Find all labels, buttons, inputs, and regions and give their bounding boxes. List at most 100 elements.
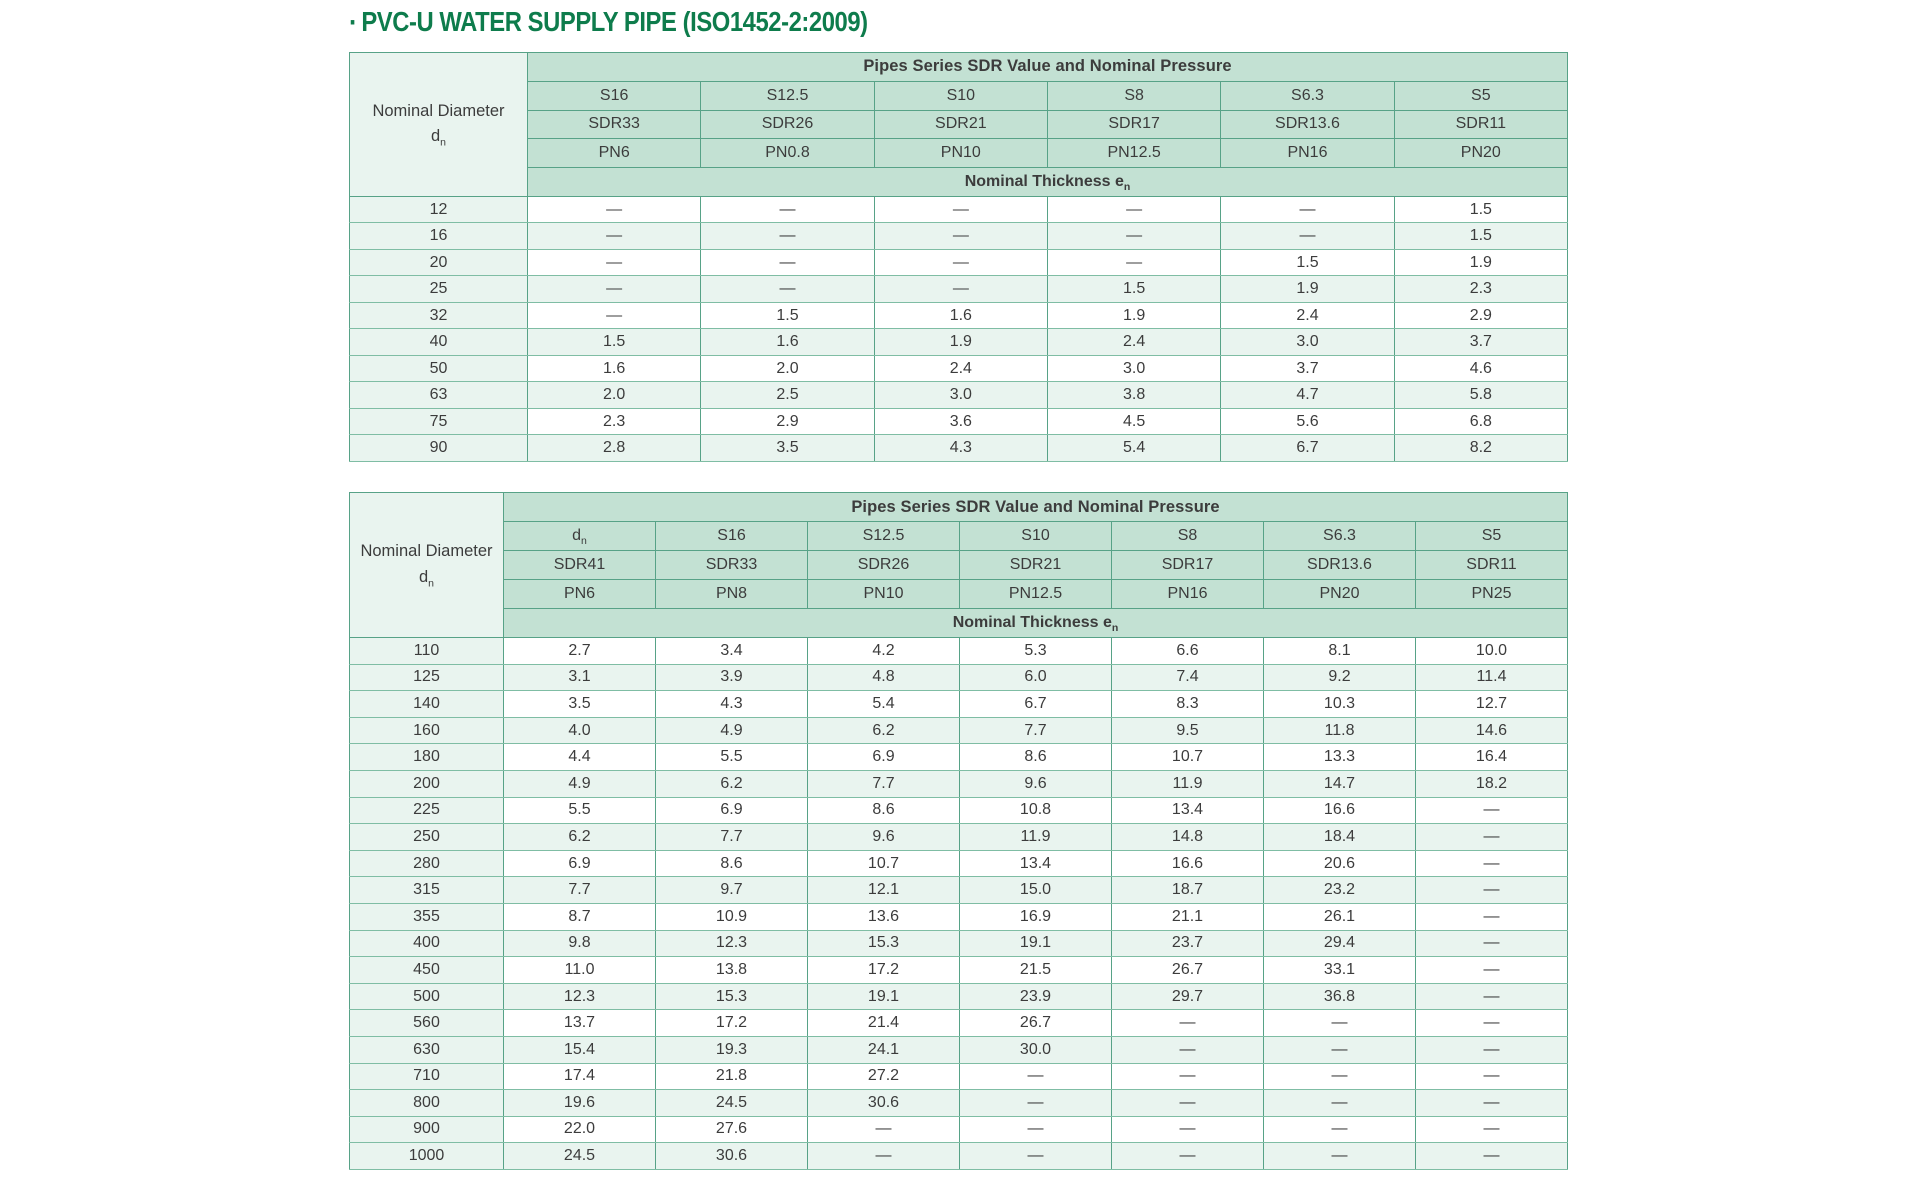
thickness-value-cell: 9.8 bbox=[503, 929, 656, 958]
thickness-value-cell: 3.6 bbox=[873, 407, 1048, 436]
thickness-value-cell: 2.4 bbox=[1046, 328, 1222, 356]
thickness-value-cell: 3.0 bbox=[873, 381, 1048, 409]
diameter-cell: 355 bbox=[349, 902, 504, 931]
thickness-value-cell: 8.6 bbox=[655, 849, 808, 878]
thickness-value-cell: 27.2 bbox=[807, 1062, 960, 1091]
thickness-value-cell: — bbox=[700, 195, 875, 224]
diameter-cell: 800 bbox=[349, 1089, 504, 1117]
thickness-value-cell: 15.4 bbox=[503, 1035, 656, 1064]
thickness-value-cell: 19.1 bbox=[959, 929, 1112, 958]
thickness-value-cell: 9.7 bbox=[655, 876, 808, 904]
thickness-value-cell: 15.0 bbox=[959, 876, 1112, 904]
thickness-value-cell: — bbox=[1415, 902, 1568, 931]
column-header-row: SDR33 SDR26 SDR21 SDR17 SDR13.6 SDR11 bbox=[350, 109, 1569, 140]
thickness-value-cell: 9.5 bbox=[1111, 716, 1264, 745]
thickness-value-cell: 2.7 bbox=[503, 637, 656, 665]
column-header-cell: SDR11 bbox=[1393, 109, 1569, 140]
diameter-cell: 160 bbox=[349, 716, 504, 745]
table-row: 630 15.4 19.3 24.1 30.0— — — bbox=[349, 1035, 1568, 1064]
thickness-value-cell: 11.8 bbox=[1263, 716, 1416, 745]
thickness-value-cell: 5.5 bbox=[503, 796, 656, 825]
thickness-value-cell: 2.9 bbox=[700, 407, 875, 436]
thickness-value-cell: 4.3 bbox=[873, 434, 1048, 462]
column-header-row: SDR41 SDR33 SDR26 SDR21 SDR17 SDR13.6 SDR11 bbox=[350, 550, 1568, 580]
thickness-value-cell: 7.7 bbox=[655, 823, 808, 851]
thickness-value-cell: 6.9 bbox=[655, 796, 808, 825]
thickness-value-cell: 4.0 bbox=[503, 716, 656, 745]
thickness-value-cell: — bbox=[1263, 1062, 1416, 1091]
column-header-row: PN6 PN8 PN10 PN12.5 PN16 PN20 PN25 bbox=[350, 579, 1568, 609]
table-row: 90 2.8 3.5 4.3 5.4 6.7 8.2 bbox=[349, 434, 1569, 462]
thickness-value-cell: 4.6 bbox=[1393, 354, 1569, 383]
thickness-value-cell: 6.6 bbox=[1111, 637, 1264, 665]
thickness-value-cell: — bbox=[1263, 1115, 1416, 1144]
column-header-cell: SDR33 bbox=[526, 109, 702, 140]
thickness-value-cell: 5.6 bbox=[1220, 407, 1395, 436]
column-header-cell: SDR11 bbox=[1415, 550, 1568, 580]
column-header-cell: PN12.5 bbox=[959, 579, 1112, 609]
diameter-cell: 140 bbox=[349, 690, 504, 718]
thickness-value-cell: 4.8 bbox=[807, 663, 960, 692]
table-row: 20— — — —1.5 1.9 bbox=[349, 248, 1569, 277]
thickness-value-cell: 30.0 bbox=[959, 1035, 1112, 1064]
table-row: 63 2.0 2.5 3.0 3.8 4.7 5.8 bbox=[349, 381, 1569, 409]
table-row: 800 19.6 24.5 30.6— — — — bbox=[349, 1089, 1568, 1117]
thickness-value-cell: 6.9 bbox=[503, 849, 656, 878]
diameter-cell: 16 bbox=[349, 222, 528, 250]
thickness-value-cell: — bbox=[959, 1062, 1112, 1091]
thickness-value-cell: — bbox=[1046, 222, 1222, 250]
thickness-value-cell: — bbox=[1415, 1115, 1568, 1144]
thickness-value-cell: 27.6 bbox=[655, 1115, 808, 1144]
header-symbol: d bbox=[572, 527, 582, 544]
thickness-value-cell: — bbox=[807, 1142, 960, 1170]
thickness-value-cell: 6.0 bbox=[959, 663, 1112, 692]
thickness-value-cell: 4.9 bbox=[655, 716, 808, 745]
diameter-cell: 32 bbox=[349, 301, 528, 330]
thickness-value-cell: 5.4 bbox=[1046, 434, 1222, 462]
thickness-value-cell: 4.9 bbox=[503, 769, 656, 798]
thickness-value-cell: 8.3 bbox=[1111, 690, 1264, 718]
thickness-value-cell: 3.7 bbox=[1220, 354, 1395, 383]
column-header-row: dn S16 S12.5 S10 S8 S6.3 S5 bbox=[350, 521, 1568, 551]
thickness-value-cell: — bbox=[1263, 1089, 1416, 1117]
thickness-value-cell: 1.5 bbox=[1393, 195, 1569, 224]
column-header-cell: PN10 bbox=[807, 579, 960, 609]
thickness-value-cell: 8.2 bbox=[1393, 434, 1569, 462]
column-header-cell: SDR13.6 bbox=[1220, 109, 1395, 140]
thickness-value-cell: — bbox=[1415, 1009, 1568, 1037]
thickness-value-cell: 9.6 bbox=[807, 823, 960, 851]
corner-symbol-subscript: n bbox=[440, 136, 447, 149]
thickness-value-cell: — bbox=[1220, 222, 1395, 250]
thickness-value-cell: 17.2 bbox=[807, 956, 960, 984]
thickness-value-cell: 8.6 bbox=[807, 796, 960, 825]
column-header-cell: SDR17 bbox=[1111, 550, 1264, 580]
thickness-value-cell: 26.7 bbox=[959, 1009, 1112, 1037]
thickness-value-cell: — bbox=[873, 195, 1048, 224]
table-row: 315 7.7 9.7 12.1 15.0 18.7 23.2— bbox=[349, 876, 1568, 904]
thickness-value-cell: 6.7 bbox=[959, 690, 1112, 718]
column-header-row: PN6 PN0.8 PN10 PN12.5 PN16 PN20 bbox=[350, 138, 1569, 169]
thickness-value-cell: 11.9 bbox=[1111, 769, 1264, 798]
thickness-value-cell: 3.0 bbox=[1046, 354, 1222, 383]
thickness-value-cell: 24.5 bbox=[655, 1089, 808, 1117]
corner-label-line1: Nominal Diameter bbox=[372, 101, 505, 120]
table-row: 710 17.4 21.8 27.2— — — — bbox=[349, 1062, 1568, 1091]
column-header-cell: S10 bbox=[959, 521, 1112, 551]
thickness-value-cell: — bbox=[526, 222, 702, 250]
table-row: 900 22.0 27.6— — — — — bbox=[349, 1115, 1568, 1144]
column-header-cell: SDR41 bbox=[503, 550, 656, 580]
thickness-value-cell: — bbox=[1263, 1035, 1416, 1064]
column-header-cell: S8 bbox=[1111, 521, 1264, 551]
thickness-value-cell: 5.8 bbox=[1393, 381, 1569, 409]
column-header-cell: S12.5 bbox=[700, 80, 875, 111]
thickness-value-cell: 5.3 bbox=[959, 637, 1112, 665]
thickness-value-cell: 8.1 bbox=[1263, 637, 1416, 665]
thickness-value-cell: — bbox=[959, 1115, 1112, 1144]
thickness-value-cell: — bbox=[1111, 1062, 1264, 1091]
column-header-cell: S16 bbox=[526, 80, 702, 111]
thickness-value-cell: 26.1 bbox=[1263, 902, 1416, 931]
thickness-value-cell: 2.4 bbox=[1220, 301, 1395, 330]
diameter-cell: 450 bbox=[349, 956, 504, 984]
column-header-cell: PN20 bbox=[1263, 579, 1416, 609]
thickness-value-cell: — bbox=[959, 1142, 1112, 1170]
